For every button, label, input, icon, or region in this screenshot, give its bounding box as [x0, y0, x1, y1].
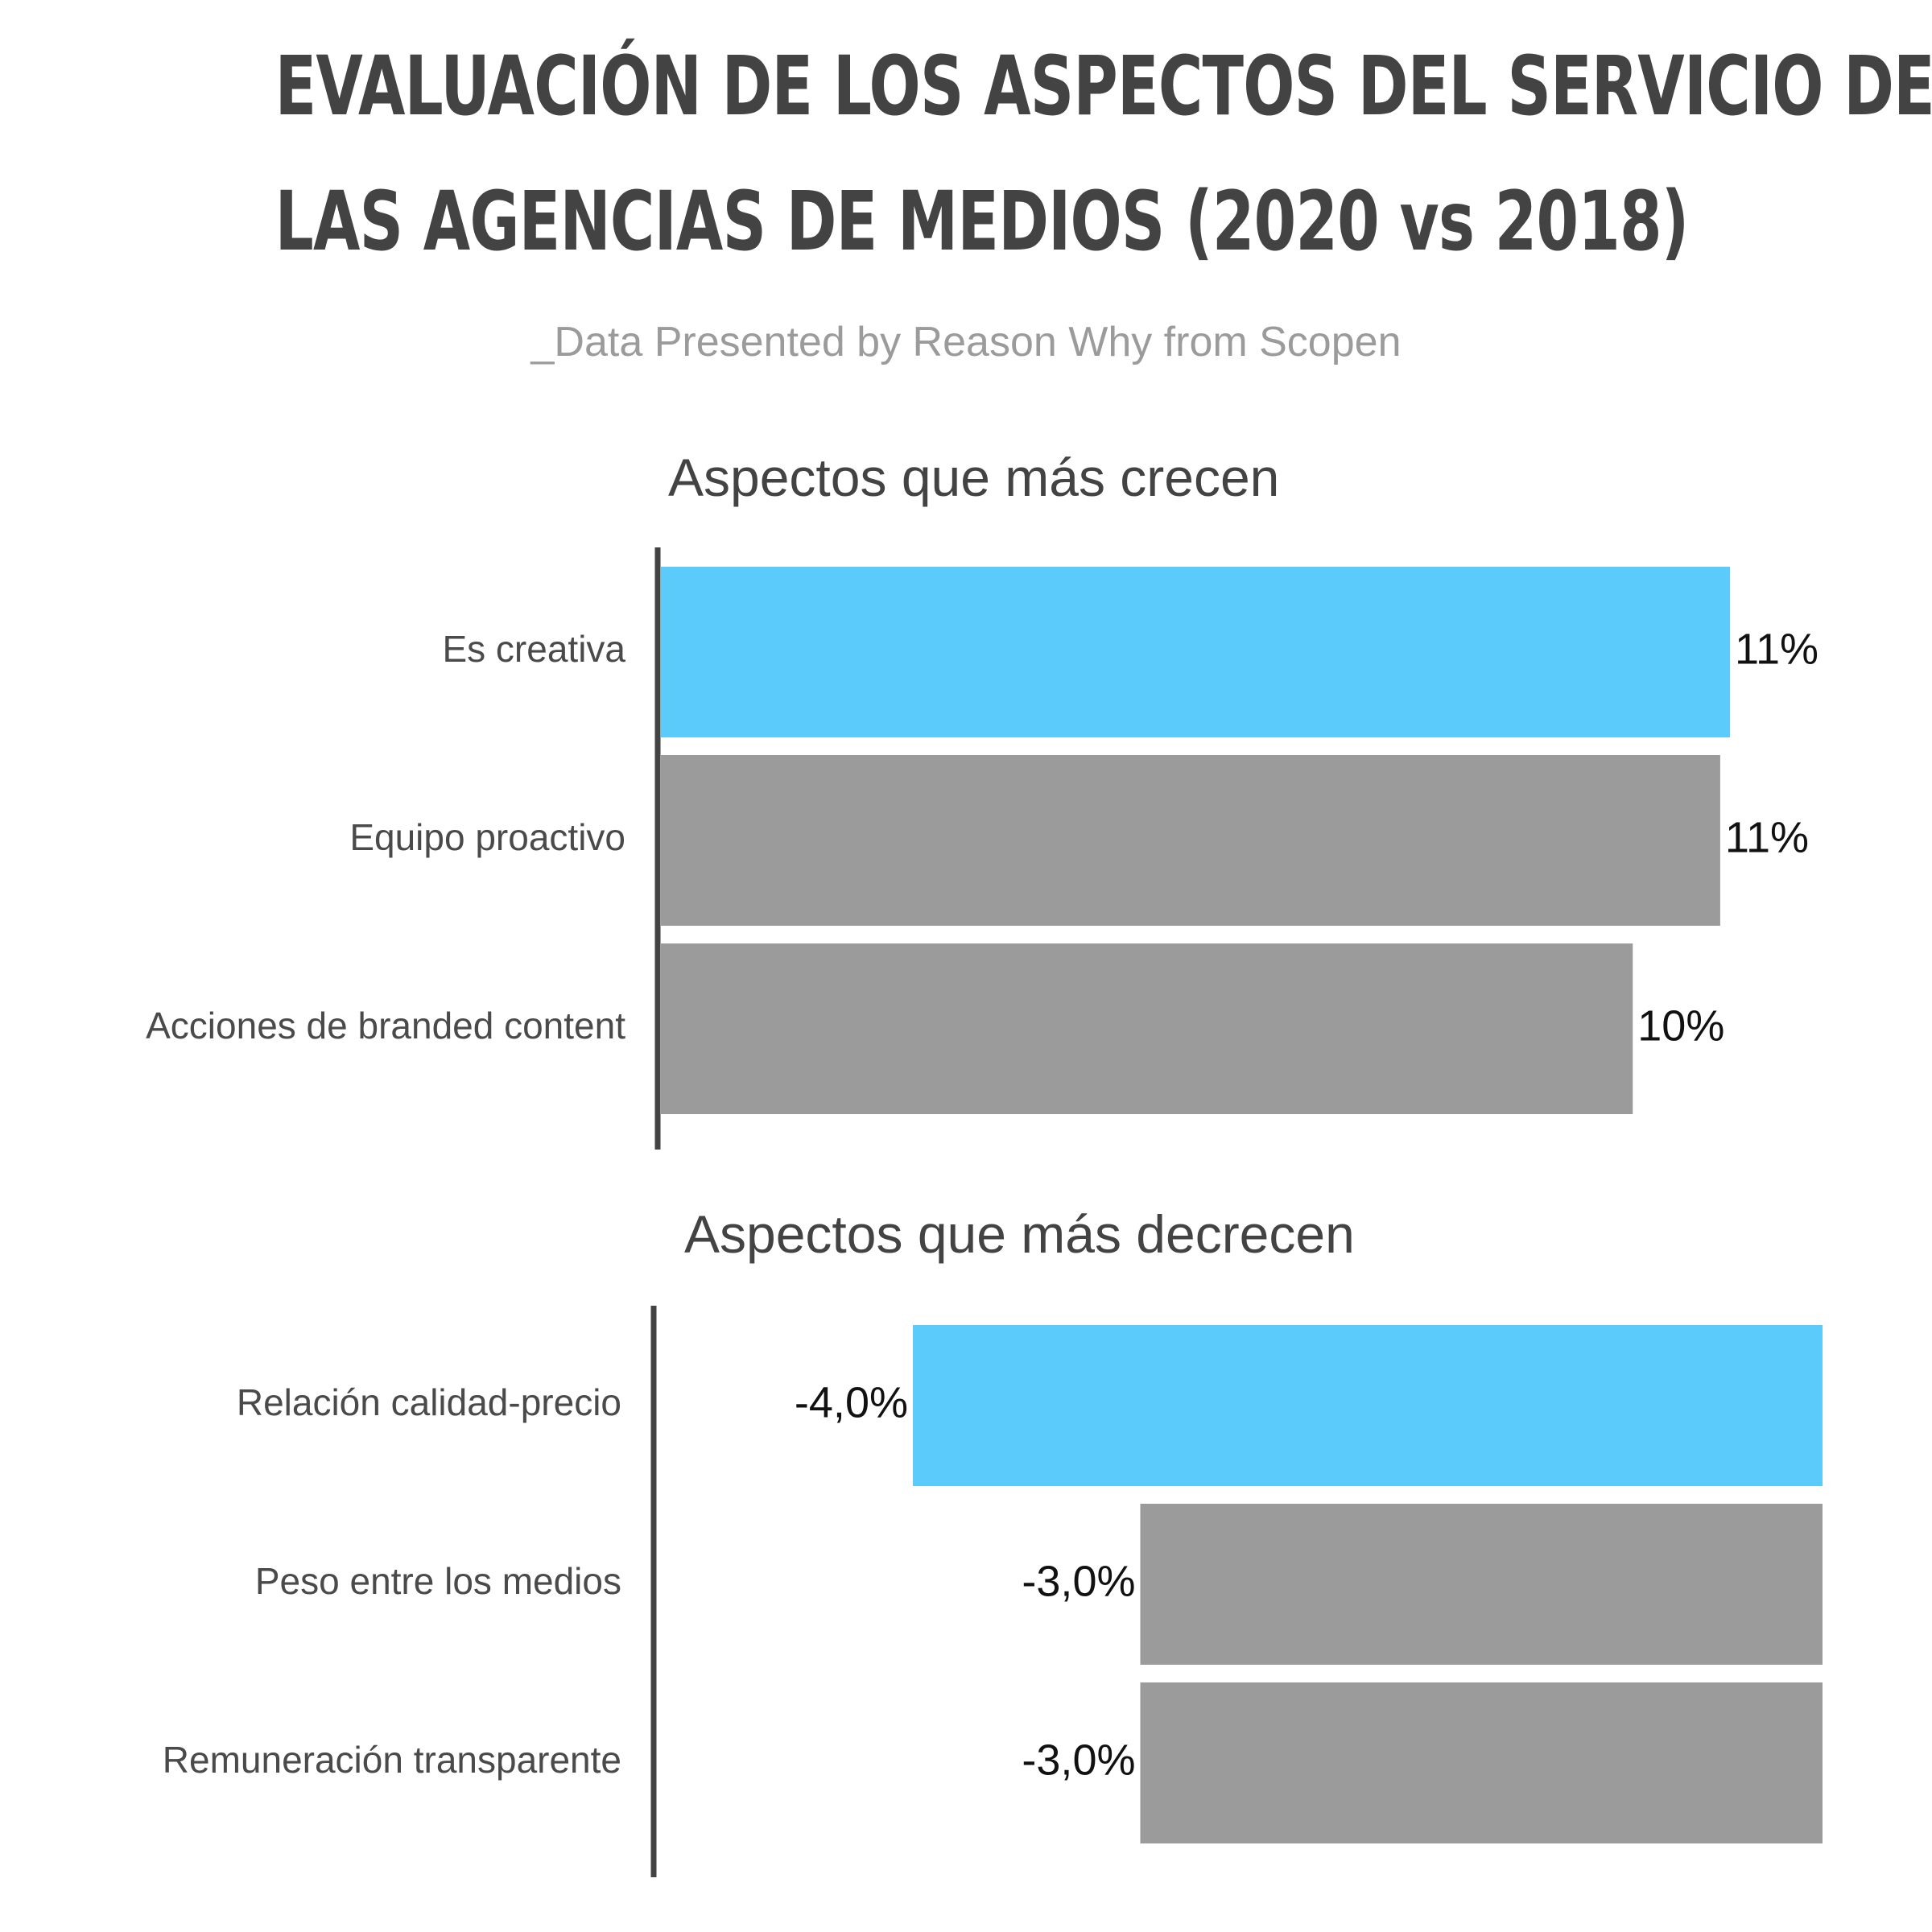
- chart-grow-title: Aspectos que más crecen: [668, 448, 1280, 507]
- page-title: EVALUACIÓN DE LOS ASPECTOS DEL SERVICIO …: [275, 19, 1932, 290]
- category-label: Es creativa: [442, 628, 625, 670]
- value-label: 11%: [1735, 625, 1818, 673]
- bar-1-2: [1140, 1682, 1823, 1843]
- page-title-line-2: LAS AGENCIAS DE MEDIOS (2020 vs 2018): [275, 174, 1690, 270]
- category-label: Relación calidad-precio: [237, 1381, 621, 1423]
- chart-1: Relación calidad-precio -4,0% Peso entre l…: [163, 1306, 1823, 1877]
- value-label: -3,0%: [1022, 1736, 1135, 1784]
- value-label: 11%: [1725, 813, 1809, 861]
- bar-1-0: [913, 1325, 1823, 1486]
- bar-0-1: [661, 755, 1720, 926]
- value-label: 10%: [1637, 1001, 1724, 1050]
- bar-0-2: [661, 943, 1633, 1114]
- category-label: Peso entre los medios: [255, 1560, 621, 1602]
- chart-shrink-title: Aspectos que más decrecen: [684, 1204, 1355, 1264]
- value-label: -4,0%: [795, 1378, 908, 1426]
- category-label: Acciones de branded content: [146, 1005, 625, 1046]
- bar-1-1: [1140, 1504, 1823, 1665]
- value-label: -3,0%: [1022, 1557, 1135, 1605]
- category-label: Remuneración transparente: [163, 1739, 621, 1781]
- page-title-line-1: EVALUACIÓN DE LOS ASPECTOS DEL SERVICIO …: [275, 39, 1932, 134]
- bar-0-0: [661, 567, 1730, 737]
- page-subtitle: _Data Presented by Reason Why from Scope…: [530, 319, 1402, 365]
- chart-0: Es creativa 11% Equipo proactivo 11% Accione…: [146, 547, 1818, 1150]
- category-label: Equipo proactivo: [349, 816, 625, 858]
